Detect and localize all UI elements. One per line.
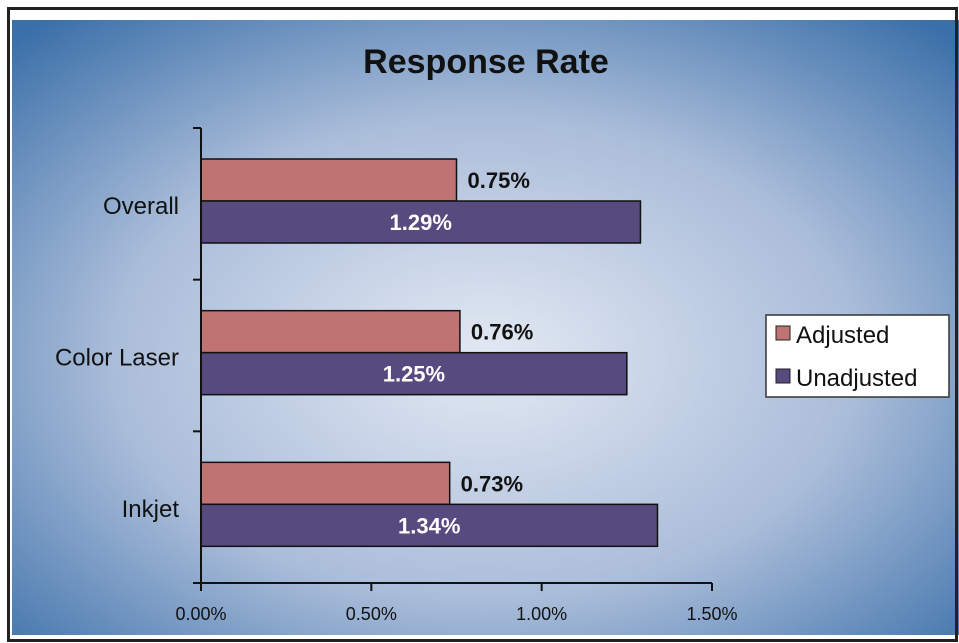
data-label-adjusted-overall: 0.75% — [468, 168, 530, 193]
bar-unadjusted-overall — [200, 200, 642, 244]
legend: Adjusted Unadjusted — [765, 314, 950, 398]
chart-title: Response Rate — [363, 43, 609, 81]
bar-unadjusted-color-laser — [200, 351, 628, 396]
data-label-unadjusted-overall: 1.29% — [390, 210, 452, 235]
x-tick-label: 1.00% — [516, 604, 567, 624]
bar-adjusted-inkjet — [200, 461, 451, 506]
data-label-unadjusted-inkjet: 1.34% — [398, 513, 460, 538]
x-tick-label: 0.50% — [346, 604, 397, 624]
category-label-overall: Overall — [103, 193, 179, 220]
data-label-unadjusted-color-laser: 1.25% — [383, 362, 445, 387]
x-tick-label: 1.50% — [686, 604, 737, 624]
legend-swatch-adjusted — [775, 325, 791, 341]
legend-label-unadjusted: Unadjusted — [796, 365, 917, 392]
legend-swatch-unadjusted — [775, 368, 791, 384]
category-label-color-laser: Color Laser — [55, 345, 179, 372]
x-tick-label: 0.00% — [175, 604, 226, 624]
plot-area: 0.75% 1.29% Overall 0.76% 1.25% Color Laser 0.… — [55, 127, 738, 624]
data-label-adjusted-color-laser: 0.76% — [471, 320, 533, 345]
category-label-inkjet: Inkjet — [122, 496, 180, 523]
bar-unadjusted-inkjet — [200, 503, 659, 548]
legend-label-adjusted: Adjusted — [796, 322, 889, 349]
bar-adjusted-overall — [200, 158, 458, 202]
bar-adjusted-color-laser — [200, 309, 461, 354]
data-label-adjusted-inkjet: 0.73% — [461, 471, 523, 496]
